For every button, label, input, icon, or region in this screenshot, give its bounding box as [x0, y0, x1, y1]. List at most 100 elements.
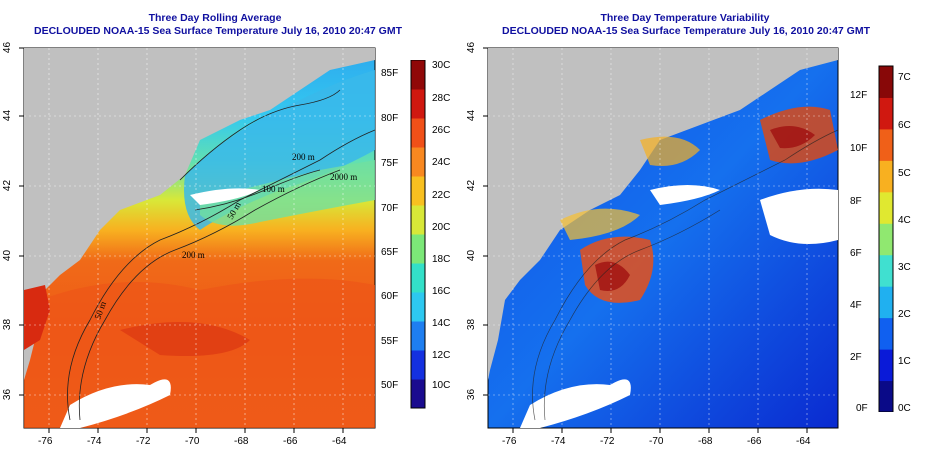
x-tick-label: -66 [747, 436, 762, 447]
colorbar-swatch [879, 317, 893, 350]
contour-label: 200 m [182, 250, 205, 260]
y-tick-label: 44 [466, 109, 478, 122]
colorbar-c-label: 10C [432, 380, 451, 391]
contour-label: 100 m [262, 184, 285, 194]
colorbar-c-label: 14C [432, 318, 451, 329]
colorbar-f-label: 80F [381, 113, 399, 124]
colorbar-c-label: 0C [898, 403, 911, 414]
right-map-cloud [520, 379, 631, 428]
y-tick-label: 38 [466, 318, 478, 331]
colorbar-swatch [879, 97, 893, 130]
colorbar-c-label: 3C [898, 262, 911, 273]
colorbar-swatch [879, 191, 893, 224]
x-tick-label: -74 [87, 436, 102, 447]
left-map-cloud [60, 379, 171, 428]
colorbar-swatch [411, 379, 425, 409]
colorbar-c-label: 6C [898, 120, 911, 131]
colorbar-swatch [411, 205, 425, 235]
colorbar-swatch [879, 349, 893, 382]
colorbar-c-label: 26C [432, 125, 451, 136]
colorbar-swatch [411, 350, 425, 380]
x-tick-label: -72 [600, 436, 615, 447]
colorbar-f-label: 55F [381, 336, 399, 347]
x-tick-label: -64 [332, 436, 347, 447]
x-tick-label: -70 [649, 436, 664, 447]
left-map-title: Three Day Rolling Average [148, 12, 282, 24]
right-map [487, 47, 839, 429]
colorbar-c-label: 20C [432, 222, 451, 233]
colorbar-f-label: 8F [850, 196, 862, 207]
colorbar-swatch [879, 160, 893, 193]
colorbar-swatch [879, 380, 893, 412]
colorbar-swatch [411, 118, 425, 148]
x-tick-label: -70 [185, 436, 200, 447]
left-map-land [24, 48, 375, 380]
colorbar-f-label: 60F [381, 291, 399, 302]
colorbar-swatch [411, 321, 425, 351]
right-map-land [488, 48, 838, 380]
contour-label: 200 m [292, 152, 315, 162]
x-tick-label: -68 [234, 436, 249, 447]
colorbar-c-label: 12C [432, 350, 451, 361]
colorbar-f-label: 0F [856, 403, 868, 414]
y-tick-label: 38 [2, 318, 14, 331]
y-tick-label: 42 [466, 179, 478, 192]
y-tick-label: 46 [2, 41, 14, 54]
colorbar-swatch [411, 147, 425, 177]
colorbar-c-label: 2C [898, 309, 911, 320]
left-map: 200 m 100 m 50 m 2000 m 200 m 50 m [23, 47, 376, 429]
colorbar-swatch [411, 263, 425, 293]
colorbar-c-label: 1C [898, 356, 911, 367]
colorbar-swatch [879, 223, 893, 256]
colorbar-frame [410, 60, 426, 409]
colorbar-c-label: 22C [432, 190, 451, 201]
x-tick-label: -76 [38, 436, 53, 447]
x-tick-label: -74 [551, 436, 566, 447]
x-tick-label: -76 [502, 436, 517, 447]
colorbar-c-label: 7C [898, 72, 911, 83]
colorbar-c-label: 18C [432, 254, 451, 265]
x-tick-label: -68 [698, 436, 713, 447]
colorbar-f-label: 10F [850, 143, 868, 154]
x-tick-label: -66 [283, 436, 298, 447]
colorbar-swatch [879, 128, 893, 161]
y-tick-label: 36 [466, 388, 478, 401]
colorbar-f-label: 75F [381, 158, 399, 169]
colorbar-swatch [411, 176, 425, 206]
colorbar-frame [878, 65, 894, 412]
colorbar-swatch [879, 66, 893, 98]
colorbar-swatch [411, 234, 425, 264]
y-tick-label: 40 [466, 249, 478, 262]
colorbar-c-label: 24C [432, 157, 451, 168]
right-colorbar [878, 65, 894, 412]
colorbar-f-label: 85F [381, 68, 399, 79]
y-tick-label: 42 [2, 179, 14, 192]
y-tick-label: 40 [2, 249, 14, 262]
y-tick-label: 44 [2, 109, 14, 122]
colorbar-swatch [411, 89, 425, 119]
contour-label: 2000 m [330, 172, 357, 182]
x-tick-label: -64 [796, 436, 811, 447]
colorbar-f-label: 6F [850, 248, 862, 259]
y-tick-label: 46 [466, 41, 478, 54]
colorbar-c-label: 30C [432, 60, 451, 71]
colorbar-swatch [879, 286, 893, 319]
x-tick-label: -72 [136, 436, 151, 447]
left-colorbar [410, 60, 426, 409]
colorbar-swatch [411, 292, 425, 322]
colorbar-f-label: 2F [850, 352, 862, 363]
colorbar-f-label: 65F [381, 247, 399, 258]
right-map-subtitle: DECLOUDED NOAA-15 Sea Surface Temperatur… [501, 25, 871, 37]
colorbar-f-label: 4F [850, 300, 862, 311]
right-map-title: Three Day Temperature Variability [600, 12, 770, 24]
colorbar-swatch [879, 254, 893, 287]
colorbar-c-label: 28C [432, 93, 451, 104]
colorbar-c-label: 4C [898, 215, 911, 226]
colorbar-f-label: 50F [381, 380, 399, 391]
colorbar-c-label: 5C [898, 168, 911, 179]
left-map-subtitle: DECLOUDED NOAA-15 Sea Surface Temperatur… [33, 25, 403, 37]
y-tick-label: 36 [2, 388, 14, 401]
colorbar-f-label: 70F [381, 203, 399, 214]
colorbar-swatch [411, 60, 425, 90]
